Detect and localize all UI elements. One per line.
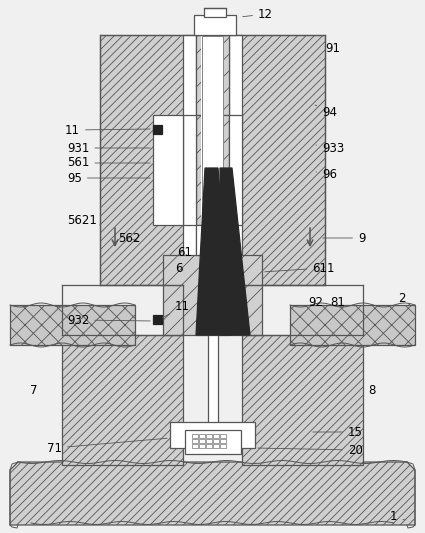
Text: 95: 95 (67, 172, 150, 184)
Bar (213, 439, 219, 443)
Bar (196, 115, 229, 225)
Bar (202, 36, 223, 334)
Bar (183, 115, 196, 225)
Bar (183, 35, 196, 285)
Bar (194, 15, 236, 35)
Bar (192, 434, 198, 438)
Bar (199, 434, 205, 438)
Text: 561: 561 (67, 157, 150, 169)
Bar (196, 225, 229, 255)
Bar (196, 35, 229, 115)
Bar (185, 430, 241, 454)
Text: 92: 92 (308, 295, 323, 309)
Text: 9: 9 (323, 231, 366, 245)
Polygon shape (290, 305, 415, 345)
Text: 94: 94 (315, 105, 337, 118)
Bar (208, 335, 218, 435)
Text: 61: 61 (177, 246, 192, 259)
Text: 12: 12 (243, 7, 273, 20)
Bar (220, 439, 226, 443)
Text: 15: 15 (313, 425, 363, 439)
Text: 933: 933 (316, 141, 344, 155)
Text: 5621: 5621 (67, 214, 100, 227)
Text: 81: 81 (330, 295, 345, 309)
Bar (170, 422, 255, 448)
Text: 2: 2 (398, 293, 410, 305)
Bar (192, 439, 198, 443)
Text: 7: 7 (30, 384, 37, 397)
Bar (206, 439, 212, 443)
Text: 1: 1 (390, 511, 405, 523)
Bar (229, 115, 242, 225)
Bar (100, 35, 325, 285)
Text: 562: 562 (118, 231, 140, 245)
Bar (206, 434, 212, 438)
Text: 611: 611 (265, 262, 334, 274)
Text: 931: 931 (67, 141, 150, 155)
Polygon shape (220, 168, 250, 335)
Text: 71: 71 (47, 438, 167, 455)
Bar (199, 439, 205, 443)
Bar (163, 255, 262, 335)
Text: 6: 6 (175, 262, 183, 274)
Text: 11: 11 (162, 301, 190, 318)
Bar (153, 315, 162, 324)
Text: 96: 96 (316, 168, 337, 182)
Bar (213, 434, 219, 438)
Polygon shape (196, 168, 232, 335)
Bar (153, 115, 183, 225)
Bar (201, 35, 224, 335)
Bar (229, 35, 242, 285)
Text: 91: 91 (320, 42, 340, 58)
Text: 20: 20 (258, 443, 363, 456)
Bar (199, 444, 205, 448)
Text: 11: 11 (65, 124, 150, 136)
Polygon shape (10, 462, 415, 525)
Bar (196, 35, 229, 335)
Polygon shape (10, 305, 135, 345)
Bar (206, 444, 212, 448)
Bar (204, 8, 226, 17)
Bar (220, 434, 226, 438)
Text: 8: 8 (368, 384, 375, 397)
Bar (62, 335, 183, 465)
Bar (220, 444, 226, 448)
Bar (242, 335, 363, 465)
Text: 932: 932 (67, 313, 150, 327)
Bar (153, 125, 162, 134)
Bar (213, 444, 219, 448)
Bar (192, 444, 198, 448)
